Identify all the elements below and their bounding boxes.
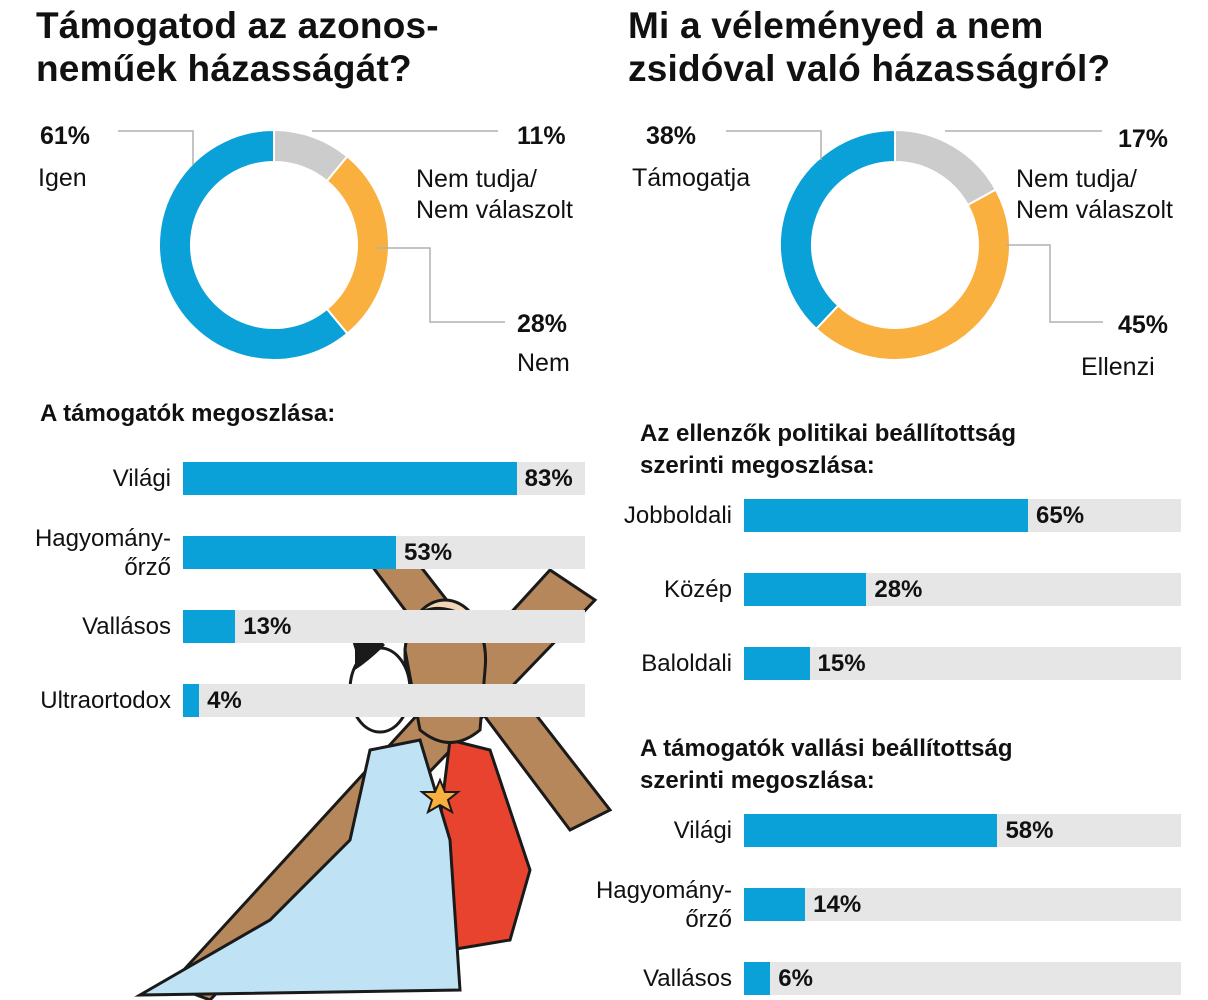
leader-line-nem	[377, 247, 505, 323]
bar-value-label: 6%	[778, 964, 813, 992]
right-donut-slice-0	[779, 128, 896, 331]
bar-track	[183, 462, 585, 495]
bar-fill	[744, 814, 998, 847]
bar-value-label: 83%	[524, 464, 573, 492]
bar-category-label: Baloldali	[641, 650, 732, 677]
bar-category-label: Világi	[112, 465, 171, 492]
slice-pct-ellenzi: 45%	[1118, 311, 1169, 339]
slice-label-ellenzi: Ellenzi	[1081, 353, 1155, 381]
bar-fill	[183, 536, 397, 569]
slice-pct-nem-tudja: 11%	[517, 122, 566, 150]
star-icon	[419, 777, 461, 815]
bar-track	[183, 536, 585, 569]
right-donut-slice-2	[814, 188, 1011, 361]
leader-line-tamogatja	[726, 130, 822, 160]
bar-fill	[744, 888, 806, 921]
bar-value-label: 28%	[874, 575, 923, 603]
bar-track	[183, 684, 585, 717]
right-donut-slice-1	[894, 128, 998, 207]
right-bars2-title: A támogatók vallási beállítottság szerin…	[640, 735, 1013, 794]
left-chart-title: Támogatod az azonos- neműek házasságát?	[36, 5, 439, 89]
bar-value-label: 65%	[1036, 501, 1085, 529]
bar-track	[744, 814, 1181, 847]
slice-pct-nem: 28%	[517, 310, 568, 338]
left-donut-slice-2	[325, 154, 390, 336]
illustration	[134, 538, 613, 1000]
bar-fill	[183, 462, 517, 495]
bar-track	[744, 573, 1181, 606]
slice-label-tamogatja: Támogatja	[632, 164, 751, 192]
bar-track	[183, 610, 585, 643]
bar-value-label: 53%	[404, 538, 453, 566]
bar-category-label: Ultraortodox	[40, 687, 171, 714]
right-bars1-title: Az ellenzők politikai beállítottság szer…	[640, 420, 1017, 479]
right-chart-title: Mi a véleményed a nem zsidóval való háza…	[628, 5, 1111, 89]
bar-category-label: Jobboldali	[623, 502, 732, 529]
slice-label-nem: Nem	[517, 349, 570, 377]
bar-value-label: 13%	[243, 612, 292, 640]
leader-line-ellenzi	[1006, 244, 1103, 323]
leader-line-igen	[118, 130, 194, 165]
slice-pct-tamogatja: 38%	[646, 122, 697, 150]
bar-category-label: Vallásos	[643, 965, 732, 992]
bar-category-label: Közép	[663, 576, 732, 603]
bar-fill	[744, 647, 810, 680]
bar-track	[744, 647, 1181, 680]
slice-pct-nem-tudja-2: 17%	[1118, 125, 1169, 153]
bar-category-label: Vallásos	[82, 613, 171, 640]
bar-value-label: 15%	[817, 649, 866, 677]
woman-dress-icon	[134, 738, 462, 997]
bar-fill	[744, 499, 1029, 532]
bar-value-label: 4%	[207, 686, 242, 714]
bar-value-label: 58%	[1005, 816, 1054, 844]
bar-fill	[183, 610, 236, 643]
bar-category-label: Hagyomány- őrző	[34, 524, 171, 581]
slice-label-nem-tudja-2: Nem tudja/ Nem válaszolt	[1016, 165, 1173, 224]
slice-label-nem-tudja: Nem tudja/ Nem válaszolt	[416, 165, 573, 224]
left-donut-slice-1	[273, 128, 349, 183]
bar-fill	[744, 962, 771, 995]
slice-pct-igen: 61%	[40, 122, 91, 150]
bar-track	[744, 962, 1181, 995]
bar-fill	[744, 573, 867, 606]
bar-category-label: Világi	[673, 817, 732, 844]
left-donut-slice-0	[158, 128, 349, 361]
slice-label-igen: Igen	[38, 164, 87, 192]
left-bars-title: A támogatók megoszlása:	[40, 400, 336, 427]
bar-value-label: 14%	[813, 890, 862, 918]
bar-fill	[183, 684, 200, 717]
bar-track	[744, 499, 1181, 532]
bar-track	[744, 888, 1181, 921]
bar-category-label: Hagyomány- őrző	[595, 876, 732, 933]
